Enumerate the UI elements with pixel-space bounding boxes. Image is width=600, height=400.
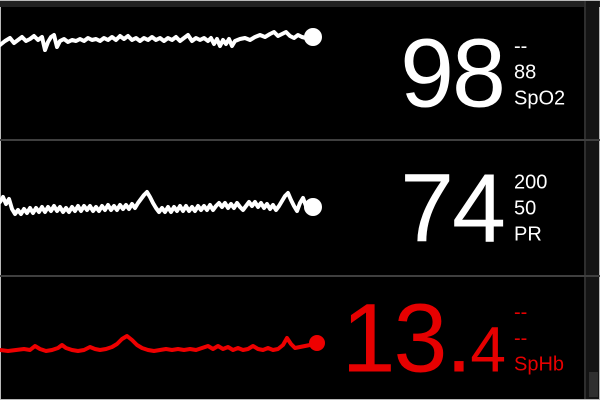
pr-limit-high: 200 — [514, 171, 548, 193]
right-scroll-rail — [584, 1, 599, 399]
spo2-limit-low: 88 — [514, 61, 537, 84]
pr-limit-low: 50 — [514, 197, 537, 219]
vitals-row-sphb[interactable]: 13.4 -- -- SpHb — [0, 277, 584, 399]
row-divider — [0, 139, 600, 141]
vitals-row-spo2[interactable]: 98 -- 88 SpO2 — [0, 6, 584, 139]
sphb-value: 13.4 — [341, 283, 506, 393]
sphb-label: SpHb — [514, 353, 565, 375]
row-divider — [0, 275, 600, 277]
spo2-value: 98 — [400, 18, 506, 127]
vitals-row-pr[interactable]: 74 200 50 PR — [0, 141, 584, 275]
pr-label: PR — [514, 223, 542, 245]
pr-value: 74 — [400, 153, 506, 263]
sphb-limit-high: -- — [514, 301, 528, 323]
top-status-strip — [0, 1, 600, 7]
spo2-label: SpO2 — [514, 87, 566, 110]
scroll-thumb[interactable] — [589, 372, 598, 397]
sphb-limit-low: -- — [514, 327, 528, 349]
spo2-limit-high: -- — [514, 35, 528, 58]
